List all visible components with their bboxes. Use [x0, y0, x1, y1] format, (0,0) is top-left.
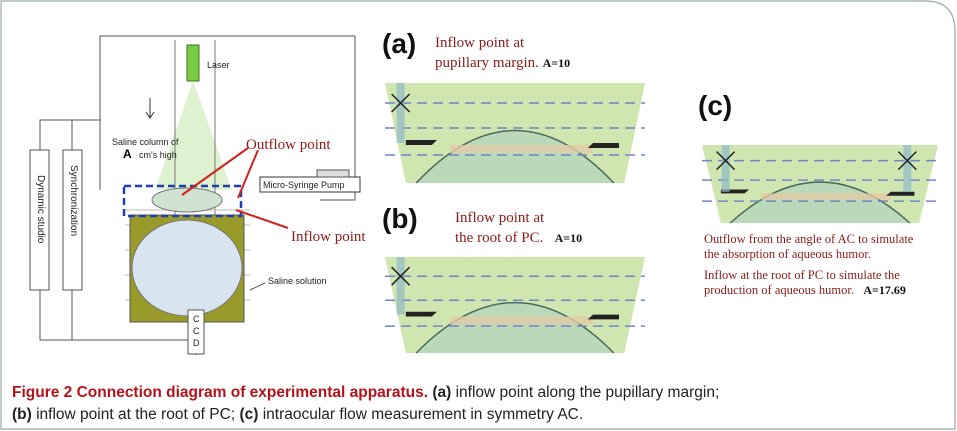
ccd-letter: C — [193, 314, 200, 324]
caption-text: inflow point along the pupillary margin; — [455, 384, 720, 401]
panel-art — [729, 181, 911, 224]
text-line: the root of PC. A=10 — [455, 228, 582, 248]
text-line: production of aqueous humor. — [704, 283, 854, 297]
outflow-label: Outflow point — [246, 137, 331, 153]
panel-label: (a) — [382, 28, 417, 59]
panel-art — [396, 83, 405, 143]
caption: Figure 2 Connection diagram of experimen… — [12, 382, 719, 426]
panel-label: (c) — [698, 90, 733, 121]
panel-art — [587, 143, 619, 148]
dynamic-studio-label: Dynamic studio — [35, 175, 46, 244]
panel-art — [396, 257, 405, 315]
a-value: A=10 — [542, 56, 571, 70]
a-label: A — [123, 147, 132, 161]
text-line: pupillary margin. — [435, 55, 539, 71]
panel-art — [716, 151, 736, 171]
saline-column-label: Saline column of — [112, 137, 179, 147]
pump-label: Micro-Syringe Pump — [263, 180, 345, 190]
saline-solution-label: Saline solution — [268, 276, 327, 286]
panel-text: Inflow point at the root of PC. A=10 — [455, 208, 582, 248]
ccd-label: C C D — [193, 313, 200, 349]
panel-art — [415, 129, 615, 184]
sync-label: Synchronization — [68, 165, 79, 237]
panel-art — [761, 193, 891, 200]
apparatus — [29, 35, 361, 355]
panel-art — [391, 93, 411, 113]
panel-art — [450, 145, 593, 153]
panel-art — [391, 266, 411, 286]
caption-title: Figure 2 Connection diagram of experimen… — [12, 384, 429, 401]
panel-art — [405, 140, 437, 145]
caption-text: intraocular flow measurement in symmetry… — [262, 406, 584, 423]
panel-art — [450, 316, 593, 325]
panel-text: Outflow from the angle of AC to simulate… — [704, 232, 913, 298]
panel-text: Inflow point at pupillary margin. A=10 — [435, 33, 570, 73]
caption-label: (c) — [239, 406, 259, 423]
caption-text: inflow point at the root of PC; — [36, 406, 236, 423]
panel-art — [721, 145, 730, 192]
a-value: A=17.69 — [863, 283, 906, 297]
a-value: A=10 — [554, 231, 583, 245]
text-line: pupillary margin. A=10 — [435, 53, 570, 73]
inflow-label: Inflow point — [291, 229, 366, 245]
text-line: the root of PC. — [455, 230, 544, 246]
laser-label: Laser — [207, 60, 230, 70]
text-line: Inflow at the root of PC to simulate the — [704, 268, 900, 282]
cm-label: cm's high — [139, 150, 177, 160]
panel-art — [886, 191, 915, 196]
ccd-letter: D — [193, 338, 200, 348]
ccd-letter: C — [193, 326, 200, 336]
text-line: Inflow point at — [455, 210, 545, 226]
text-line: Outflow from the angle of AC to simulate — [704, 232, 914, 246]
panel-art — [903, 145, 912, 192]
panel-art — [405, 311, 437, 317]
caption-label: (a) — [432, 384, 452, 401]
panel-art — [897, 151, 917, 171]
text-line: the absorption of aqueous humor. — [704, 247, 871, 261]
panel-art — [415, 301, 615, 354]
panel-label: (b) — [382, 203, 418, 234]
caption-label: (b) — [12, 406, 32, 423]
panel-art — [587, 314, 619, 320]
text-line: production of aqueous humor. A=17.69 — [704, 283, 913, 298]
text-line: Inflow point at — [435, 35, 525, 51]
